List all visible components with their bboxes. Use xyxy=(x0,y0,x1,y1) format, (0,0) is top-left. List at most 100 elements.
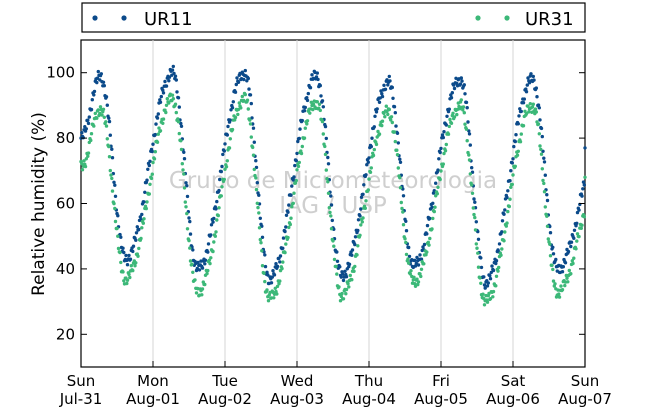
data-point xyxy=(273,286,277,290)
data-point xyxy=(536,103,541,107)
data-point xyxy=(271,269,275,273)
data-point xyxy=(383,87,388,92)
data-point xyxy=(491,268,496,273)
data-point xyxy=(361,192,365,196)
data-point xyxy=(291,178,295,182)
data-point xyxy=(263,264,268,269)
data-point xyxy=(422,242,427,247)
data-point xyxy=(248,122,253,126)
data-point xyxy=(533,107,538,111)
data-point xyxy=(540,167,544,171)
data-point xyxy=(516,122,520,126)
data-point xyxy=(526,104,530,108)
data-point xyxy=(328,210,332,215)
data-point xyxy=(464,100,469,105)
data-point xyxy=(275,284,280,289)
data-point xyxy=(233,90,238,94)
data-point xyxy=(413,264,418,268)
data-point xyxy=(481,292,485,296)
data-point xyxy=(102,115,107,120)
data-point xyxy=(433,205,437,209)
data-point xyxy=(228,118,232,122)
legend: UR11 UR31 xyxy=(92,9,574,30)
data-point xyxy=(551,245,555,249)
data-point xyxy=(222,177,226,182)
data-point xyxy=(545,193,549,197)
x-axis: SunJul-31MonAug-01TueAug-02WedAug-03ThuA… xyxy=(59,361,612,408)
data-point xyxy=(450,91,454,95)
data-point xyxy=(394,124,398,128)
data-point xyxy=(551,252,556,256)
data-point xyxy=(382,83,386,88)
data-point xyxy=(86,154,90,158)
data-point xyxy=(466,120,470,124)
legend-item-UR11: UR11 xyxy=(92,9,193,30)
data-point xyxy=(316,77,320,82)
data-point xyxy=(153,132,157,137)
data-point xyxy=(188,246,192,250)
data-point xyxy=(133,264,137,268)
data-point xyxy=(283,229,287,234)
data-point xyxy=(209,256,213,260)
data-point xyxy=(154,122,158,126)
data-point xyxy=(286,235,290,240)
data-point xyxy=(151,160,155,165)
data-point xyxy=(331,239,335,243)
data-point xyxy=(491,295,495,299)
data-point xyxy=(246,76,250,81)
data-point xyxy=(560,270,565,274)
data-point xyxy=(518,107,522,111)
data-point xyxy=(308,86,313,90)
data-point xyxy=(377,132,382,136)
data-point xyxy=(230,127,235,132)
data-point xyxy=(572,228,577,232)
data-point xyxy=(243,68,247,73)
data-point xyxy=(311,102,316,107)
data-point xyxy=(155,116,160,120)
data-point xyxy=(237,101,241,105)
data-point xyxy=(534,86,538,90)
data-point xyxy=(519,109,523,114)
data-point xyxy=(476,251,480,255)
data-point xyxy=(583,146,587,150)
data-point xyxy=(458,82,463,86)
data-point xyxy=(513,164,517,168)
data-point xyxy=(359,207,363,211)
data-point xyxy=(220,164,224,169)
data-point xyxy=(287,225,291,230)
data-point xyxy=(387,107,391,112)
data-point xyxy=(303,126,307,130)
gridlines xyxy=(152,40,514,367)
x-tick-day: Sat xyxy=(501,372,526,390)
data-point xyxy=(542,190,547,194)
data-point xyxy=(98,105,103,109)
data-point xyxy=(364,199,368,203)
data-point xyxy=(200,287,205,291)
data-point xyxy=(164,84,169,88)
y-tick-label: 60 xyxy=(56,195,75,213)
data-point xyxy=(167,79,171,83)
data-point xyxy=(516,149,520,153)
data-point xyxy=(105,103,110,107)
x-tick-date: Aug-01 xyxy=(126,390,180,408)
data-point xyxy=(137,227,141,232)
data-point xyxy=(99,72,104,76)
data-point xyxy=(289,193,293,197)
data-point xyxy=(206,242,211,246)
data-point xyxy=(92,89,97,94)
data-point xyxy=(353,264,357,269)
legend-box xyxy=(81,2,586,33)
data-point xyxy=(147,192,151,196)
data-point xyxy=(265,288,269,292)
data-point xyxy=(281,236,286,240)
data-point xyxy=(362,183,366,187)
data-point xyxy=(421,245,425,249)
data-point xyxy=(243,92,247,97)
data-point xyxy=(256,205,260,210)
data-point xyxy=(482,283,487,287)
data-point xyxy=(278,254,283,258)
data-point xyxy=(275,264,280,269)
data-point xyxy=(482,275,486,279)
data-point xyxy=(266,273,270,277)
